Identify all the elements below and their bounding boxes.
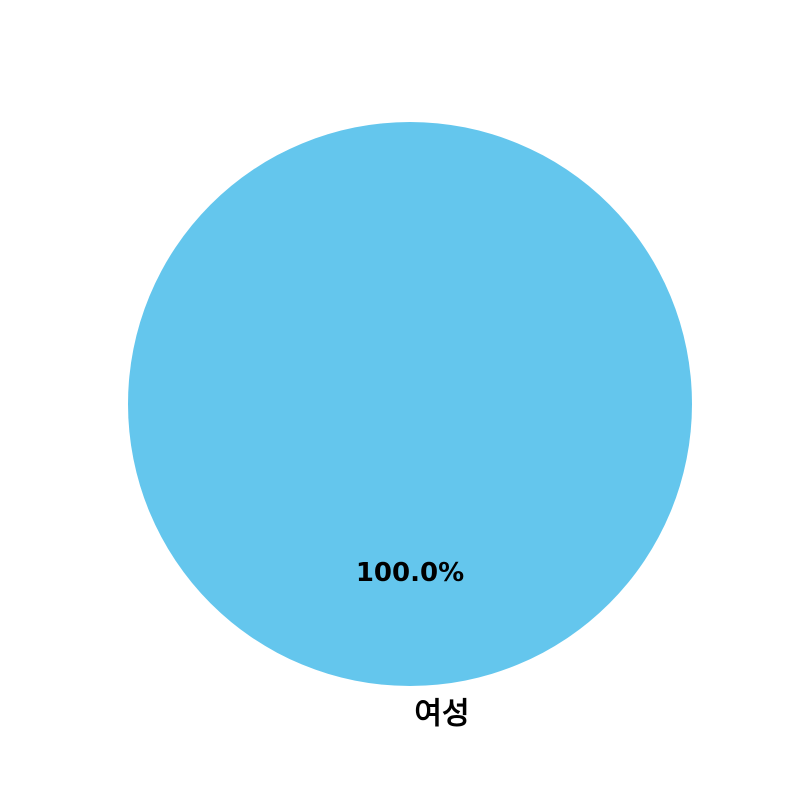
pie-category-label-0: 여성 xyxy=(414,697,469,732)
pie-slice-0 xyxy=(128,122,692,686)
pie-slices xyxy=(128,122,692,686)
pie-labels: 100.0% 여성 xyxy=(356,558,470,732)
pie-percent-label-0: 100.0% xyxy=(356,558,464,588)
